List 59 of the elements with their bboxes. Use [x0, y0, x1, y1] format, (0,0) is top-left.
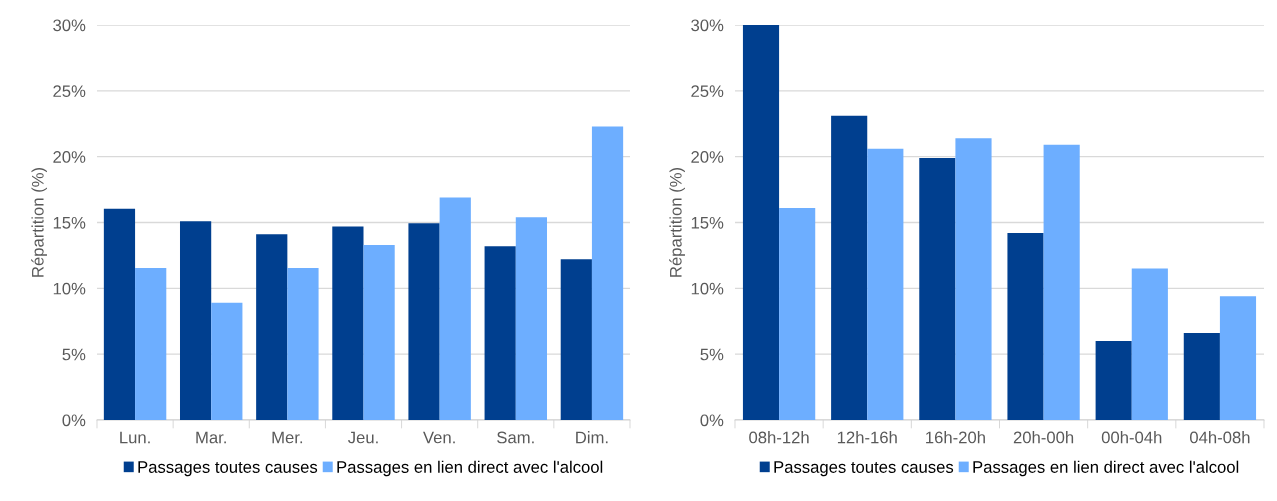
bar: [560, 259, 592, 420]
x-tick-label: Sam.: [497, 431, 534, 444]
y-tick-label: 30%: [53, 19, 86, 32]
bar: [919, 157, 956, 420]
y-axis-title: Répartition (%): [31, 167, 47, 277]
x-tick-label: Lun.: [120, 431, 150, 444]
y-tick-label: 25%: [691, 85, 724, 98]
bar: [1043, 144, 1080, 420]
bar: [1007, 233, 1044, 420]
bar: [287, 267, 319, 420]
bar: [1219, 296, 1257, 420]
bar: [591, 126, 624, 420]
x-tick-label: 16h-20h: [926, 431, 985, 444]
y-tick-label: 10%: [53, 282, 86, 295]
x-tick-label: Ven.: [423, 431, 455, 444]
y-tick-label: 10%: [691, 282, 724, 295]
bar: [484, 246, 516, 420]
x-tick-label: 04h-08h: [1189, 431, 1250, 444]
bar: [742, 25, 780, 420]
bar: [180, 221, 212, 420]
x-tick-label: Dim.: [576, 431, 608, 444]
legend-label: Passages en lien direct avec l'alcool: [337, 460, 603, 477]
bar: [867, 148, 904, 420]
y-tick-label: 30%: [691, 19, 724, 32]
bar: [256, 234, 288, 420]
y-tick-label: 5%: [62, 348, 86, 361]
y-tick-label: 15%: [691, 216, 724, 229]
x-tick-label: 12h-16h: [837, 431, 897, 444]
bar: [1183, 333, 1220, 420]
bar: [955, 138, 992, 420]
bar: [408, 223, 440, 420]
y-tick-label: 0%: [700, 414, 724, 427]
bar: [1131, 268, 1168, 420]
y-tick-label: 25%: [53, 85, 86, 98]
bar: [439, 197, 471, 420]
y-tick-label: 5%: [700, 348, 724, 361]
bar: [363, 244, 395, 420]
x-tick-label: 00h-04h: [1101, 431, 1162, 444]
legend-label: Passages en lien direct avec l'alcool: [973, 460, 1239, 477]
x-tick-label: Jeu.: [348, 431, 378, 444]
y-tick-label: 20%: [691, 151, 724, 163]
x-tick-label: 08h-12h: [749, 431, 809, 444]
bar: [779, 208, 816, 420]
bar: [831, 115, 868, 420]
bar: [1095, 341, 1132, 420]
y-tick-label: 0%: [62, 414, 86, 427]
bar: [332, 226, 364, 420]
y-axis-title: Répartition (%): [669, 167, 685, 277]
y-tick-label: 15%: [53, 216, 86, 229]
bar: [515, 217, 547, 420]
x-tick-label: Mer.: [272, 431, 303, 444]
legend-label: Passages toutes causes: [774, 461, 954, 477]
legend-label: Passages toutes causes: [138, 461, 318, 477]
bar: [211, 302, 243, 420]
y-tick-label: 20%: [53, 151, 86, 163]
bar: [135, 267, 167, 420]
x-tick-label: 20h-00h: [1013, 431, 1074, 444]
bar: [103, 208, 136, 420]
x-tick-label: Mar.: [196, 431, 226, 444]
